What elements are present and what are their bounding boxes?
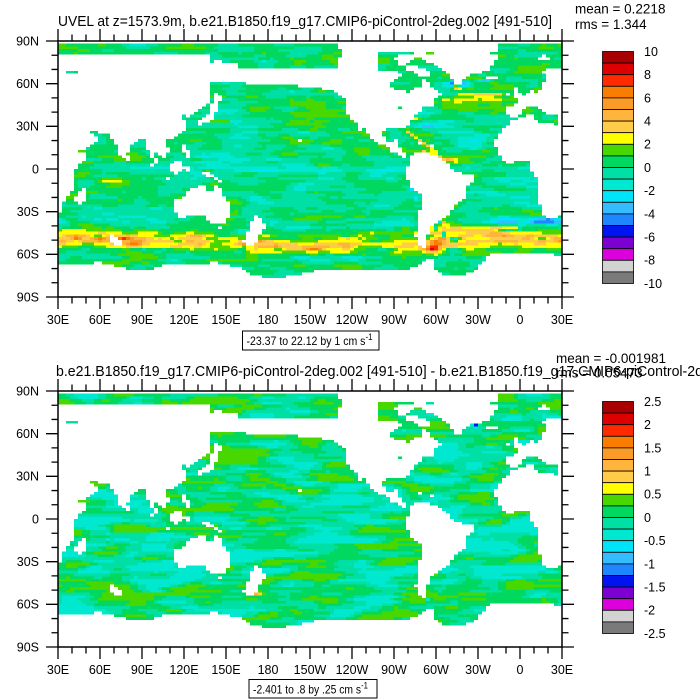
svg-text:180: 180 [258,663,279,677]
svg-text:-1.5: -1.5 [644,581,666,595]
svg-text:150W: 150W [294,663,327,677]
svg-text:2.5: 2.5 [644,395,661,409]
svg-text:0.5: 0.5 [644,488,661,502]
svg-text:90W: 90W [381,663,407,677]
svg-text:0: 0 [32,162,39,176]
svg-text:120W: 120W [336,663,369,677]
svg-text:90S: 90S [17,640,39,654]
svg-text:0: 0 [517,313,524,327]
svg-text:0: 0 [32,512,39,526]
svg-text:60N: 60N [16,77,39,91]
svg-text:60W: 60W [423,313,449,327]
svg-text:90S: 90S [17,290,39,304]
svg-text:-23.37 to 22.12 by 1 cm s-1: -23.37 to 22.12 by 1 cm s-1 [247,332,373,348]
svg-text:60E: 60E [89,663,111,677]
svg-text:2: 2 [644,418,651,432]
svg-text:90N: 90N [16,34,39,48]
svg-text:mean = -0.001981: mean = -0.001981 [556,351,666,366]
svg-text:0: 0 [644,161,651,175]
svg-text:30W: 30W [465,313,491,327]
svg-text:90E: 90E [131,663,153,677]
svg-text:1: 1 [644,465,651,479]
svg-text:30W: 30W [465,663,491,677]
svg-text:-2.401 to .8 by .25 cm s-1: -2.401 to .8 by .25 cm s-1 [253,681,368,697]
svg-text:90W: 90W [381,313,407,327]
svg-text:60S: 60S [17,598,39,612]
svg-text:8: 8 [644,68,651,82]
svg-text:150E: 150E [211,313,240,327]
svg-text:30E: 30E [47,663,69,677]
svg-text:UVEL at z=1573.9m, b.e21.B1850: UVEL at z=1573.9m, b.e21.B1850.f19_g17.C… [58,13,552,30]
svg-text:30N: 30N [16,120,39,134]
svg-text:0: 0 [644,511,651,525]
svg-text:90E: 90E [131,313,153,327]
svg-text:1.5: 1.5 [644,441,661,455]
svg-text:-2.5: -2.5 [644,627,666,641]
svg-text:rms = 0.05473: rms = 0.05473 [556,366,643,381]
svg-text:b.e21.B1850.f19_g17.CMIP6-piCo: b.e21.B1850.f19_g17.CMIP6-piControl-2deg… [56,363,700,380]
svg-text:120E: 120E [169,663,198,677]
svg-text:30E: 30E [551,663,573,677]
svg-text:-6: -6 [644,231,655,245]
svg-text:150W: 150W [294,313,327,327]
svg-text:-8: -8 [644,254,655,268]
svg-text:-4: -4 [644,207,655,221]
svg-text:30E: 30E [47,313,69,327]
svg-text:2: 2 [644,138,651,152]
svg-text:-0.5: -0.5 [644,534,666,548]
svg-text:mean = 0.2218: mean = 0.2218 [575,2,665,17]
svg-text:0: 0 [517,663,524,677]
svg-text:60S: 60S [17,248,39,262]
svg-text:90N: 90N [16,384,39,398]
svg-text:180: 180 [258,313,279,327]
svg-text:-2: -2 [644,604,655,618]
svg-text:30E: 30E [551,313,573,327]
svg-text:120E: 120E [169,313,198,327]
svg-text:30S: 30S [17,205,39,219]
svg-text:-2: -2 [644,184,655,198]
svg-text:120W: 120W [336,313,369,327]
svg-text:-1: -1 [644,557,655,571]
svg-text:-10: -10 [644,277,662,291]
svg-text:60E: 60E [89,313,111,327]
svg-text:30N: 30N [16,470,39,484]
svg-text:150E: 150E [211,663,240,677]
svg-text:60W: 60W [423,663,449,677]
svg-text:4: 4 [644,115,651,129]
svg-text:6: 6 [644,91,651,105]
svg-text:30S: 30S [17,555,39,569]
svg-text:10: 10 [644,45,658,59]
svg-text:rms = 1.344: rms = 1.344 [575,17,647,32]
svg-text:60N: 60N [16,427,39,441]
